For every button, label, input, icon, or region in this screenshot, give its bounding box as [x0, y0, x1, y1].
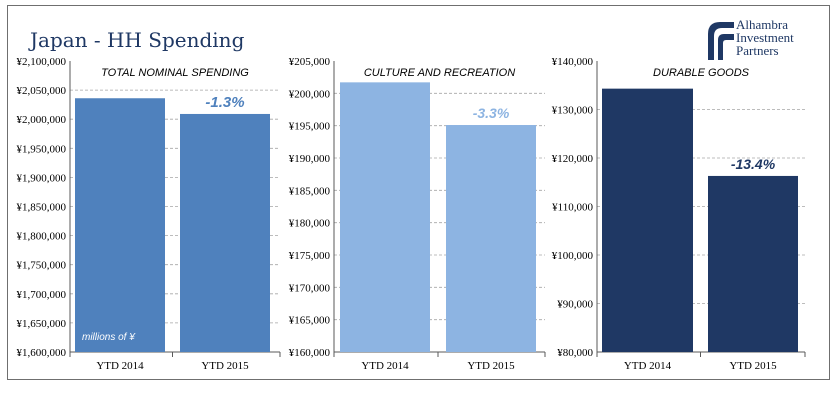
company-logo: Alhambra Investment Partners [706, 18, 826, 68]
panel-title: DURABLE GOODS [653, 67, 750, 79]
y-tick-label: ¥170,000 [289, 282, 331, 294]
y-tick-label: ¥2,050,000 [17, 85, 67, 97]
y-tick-label: ¥2,100,000 [17, 56, 67, 68]
change-label: -13.4% [731, 156, 776, 172]
y-tick-label: ¥80,000 [557, 347, 593, 359]
logo-line-2: Investment [736, 30, 794, 45]
y-tick-label: ¥205,000 [289, 56, 331, 68]
y-tick-label: ¥110,000 [552, 202, 593, 214]
chart-panel-2: ¥160,000 ¥165,000 ¥170,000 ¥175,000 ¥180,000… [289, 56, 546, 372]
category-label: YTD 2015 [201, 360, 249, 372]
y-tick-label: ¥200,000 [289, 88, 331, 100]
category-label: YTD 2014 [361, 360, 409, 372]
units-note: millions of ¥ [82, 332, 136, 343]
y-tick-label: ¥2,000,000 [17, 114, 67, 126]
y-tick-label: ¥1,750,000 [17, 260, 67, 272]
category-label: YTD 2014 [624, 360, 672, 372]
y-tick-label: ¥130,000 [552, 105, 594, 117]
category-label: YTD 2015 [467, 360, 515, 372]
y-tick-label: ¥185,000 [289, 185, 331, 197]
change-label: -3.3% [473, 105, 510, 121]
y-tick-label: ¥90,000 [557, 299, 593, 311]
change-label: -1.3% [205, 94, 244, 111]
y-tick-label: ¥190,000 [289, 153, 331, 165]
page-title: Japan - HH Spending [30, 28, 245, 52]
y-tick-label: ¥195,000 [289, 121, 331, 133]
bar [75, 98, 165, 352]
y-tick-label: ¥1,650,000 [17, 318, 67, 330]
y-tick-label: ¥1,950,000 [17, 143, 67, 155]
y-tick-label: ¥1,800,000 [17, 231, 67, 243]
y-tick-label: ¥180,000 [289, 218, 331, 230]
logo-text: Alhambra Investment Partners [736, 18, 794, 57]
bar [602, 88, 693, 353]
y-tick-label: ¥165,000 [289, 315, 331, 327]
category-label: YTD 2015 [729, 360, 777, 372]
y-tick-label: ¥1,700,000 [17, 289, 67, 301]
y-tick-label: ¥100,000 [552, 250, 594, 262]
panel-title: CULTURE AND RECREATION [364, 67, 515, 79]
bar [708, 175, 798, 352]
panel-title: TOTAL NOMINAL SPENDING [101, 67, 249, 79]
y-tick-label: ¥1,600,000 [17, 347, 67, 359]
bar [446, 125, 536, 353]
y-tick-label: ¥120,000 [552, 153, 594, 165]
bar [340, 82, 430, 352]
alhambra-logo-icon [708, 22, 734, 60]
bar [180, 113, 270, 352]
logo-line-3: Partners [736, 43, 779, 58]
y-tick-label: ¥140,000 [552, 56, 594, 68]
category-label: YTD 2014 [96, 360, 144, 372]
chart-panel-1: ¥1,600,000 ¥1,650,000 ¥1,700,000 ¥1,750,000… [17, 56, 281, 372]
y-tick-label: ¥1,850,000 [17, 202, 67, 214]
y-tick-label: ¥1,900,000 [17, 172, 67, 184]
logo-line-1: Alhambra [736, 17, 788, 32]
y-tick-label: ¥175,000 [289, 250, 331, 262]
chart-panel-3: ¥80,000 ¥90,000 ¥100,000 ¥110,000 ¥120,000 ¥1… [552, 56, 806, 372]
y-tick-label: ¥160,000 [289, 347, 331, 359]
